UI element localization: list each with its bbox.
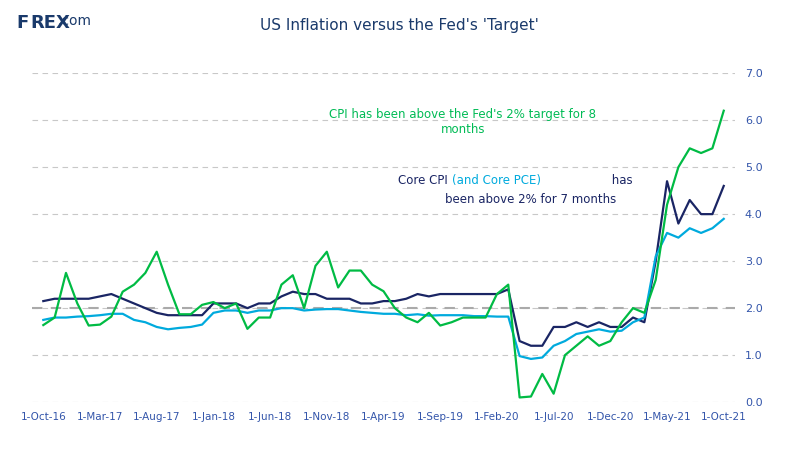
Text: (and Core PCE): (and Core PCE) xyxy=(451,174,541,187)
Text: has: has xyxy=(608,174,633,187)
Text: Core CPI: Core CPI xyxy=(398,174,451,187)
Text: .com: .com xyxy=(58,14,92,28)
Text: US Inflation versus the Fed's 'Target': US Inflation versus the Fed's 'Target' xyxy=(260,18,539,33)
Text: CPI has been above the Fed's 2% target for 8
months: CPI has been above the Fed's 2% target f… xyxy=(329,108,596,136)
Text: been above 2% for 7 months: been above 2% for 7 months xyxy=(445,193,617,206)
Legend: CPI, Core CPI, Core PCE, Fed Target: CPI, Core CPI, Core PCE, Fed Target xyxy=(189,454,578,457)
Text: F: F xyxy=(16,14,28,32)
Text: REX: REX xyxy=(30,14,70,32)
